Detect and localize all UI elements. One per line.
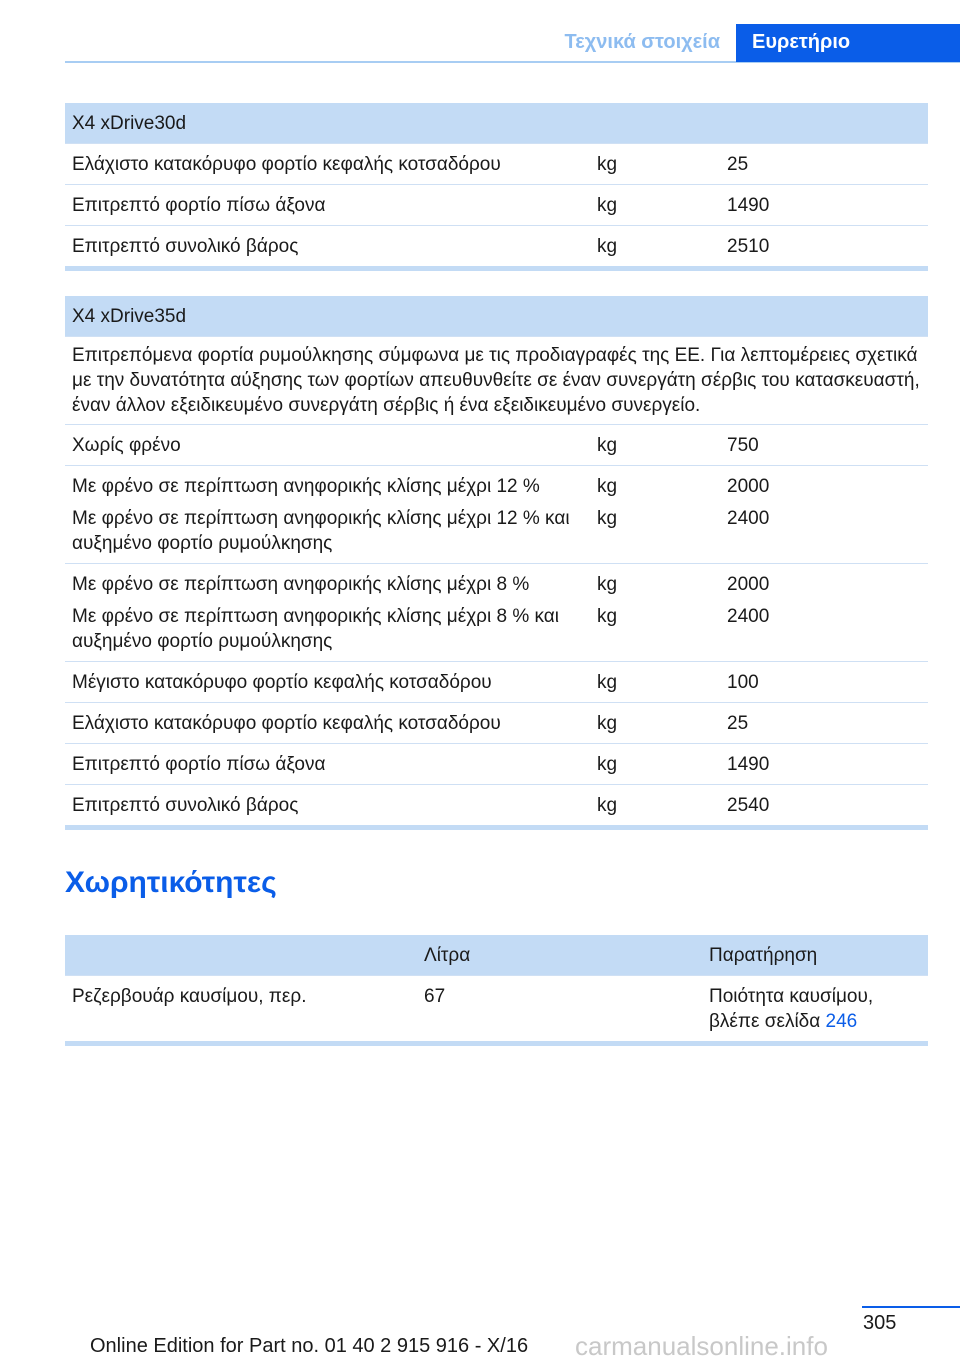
page-number-rule — [862, 1306, 960, 1308]
watermark: carmanualsonline.info — [575, 1331, 828, 1361]
header-tabs: Τεχνικά στοιχεία Ευρετήριο — [65, 24, 960, 63]
row-value: 2400 — [727, 508, 770, 529]
row-unit: kg — [590, 424, 720, 466]
page-link[interactable]: 246 — [825, 1011, 858, 1032]
row-value: 1490 — [720, 743, 928, 785]
row-label: Επιτρεπτό συνολικό βάρος — [65, 225, 590, 271]
table-row: Επιτρεπτό συνολικό βάρος kg 2540 — [65, 784, 928, 830]
table-x4-xdrive30d: X4 xDrive30d Ελάχιστο κατακόρυφο φορτίο … — [65, 103, 928, 271]
row-label: Επιτρεπτό συνολικό βάρος — [65, 784, 590, 830]
row-unit: kg — [590, 184, 720, 226]
page-number: 305 — [863, 1312, 897, 1334]
row-label: Επιτρεπτό φορτίο πίσω άξονα — [65, 743, 590, 785]
row-label: Επιτρεπτό φορτίο πίσω άξονα — [65, 184, 590, 226]
row-value: 2540 — [720, 784, 928, 830]
row-unit: kg — [597, 606, 618, 627]
table-title: X4 xDrive35d — [65, 296, 928, 337]
table-row: Μέγιστο κατακόρυφο φορτίο κεφαλής κοτσαδ… — [65, 661, 928, 703]
row-value: 1490 — [720, 184, 928, 226]
table-row: Χωρίς φρένο kg 750 — [65, 424, 928, 466]
row-label: Με φρένο σε περίπτωση ανηφορικής κλίσης … — [72, 508, 570, 554]
row-unit: kg — [597, 508, 618, 529]
row-value: 2400 — [727, 606, 770, 627]
row-label: Χωρίς φρένο — [65, 424, 590, 466]
row-value: 25 — [720, 702, 928, 744]
table-row: Ελάχιστο κατακόρυφο φορτίο κεφαλής κοτσα… — [65, 702, 928, 744]
table-x4-xdrive35d: X4 xDrive35d Επιτρεπόμενα φορτία ρυμούλκ… — [65, 296, 928, 830]
row-label: Με φρένο σε περίπτωση ανηφορικής κλίσης … — [72, 606, 559, 652]
row-label: Ελάχιστο κατακόρυφο φορτίο κεφαλής κοτσα… — [65, 702, 590, 744]
row-value: 2000 — [727, 476, 770, 497]
row-unit: kg — [590, 143, 720, 185]
row-value: 25 — [720, 143, 928, 185]
note-text: Ποιότητα καυσίμου, βλέπε σελίδα — [709, 986, 874, 1032]
table-row: Ελάχιστο κατακόρυφο φορτίο κεφαλής κοτσα… — [65, 143, 928, 185]
row-label: Ελάχιστο κατακόρυφο φορτίο κεφαλής κοτσα… — [65, 143, 590, 185]
row-note: Ποιότητα καυσίμου, βλέπε σελίδα 246 — [702, 975, 928, 1046]
table-row: Ρεζερβουάρ καυσίμου, περ. 67 Ποιότητα κα… — [65, 975, 928, 1046]
header-empty — [65, 935, 417, 976]
section-heading-capacities: Χωρητικότητες — [65, 866, 277, 899]
table-title: X4 xDrive30d — [65, 103, 928, 144]
table-row: Επιτρεπτό συνολικό βάρος kg 2510 — [65, 225, 928, 271]
tab-technical-data[interactable]: Τεχνικά στοιχεία — [564, 31, 720, 53]
row-label: Με φρένο σε περίπτωση ανηφορικής κλίσης … — [72, 574, 530, 595]
table-row: Με φρένο σε περίπτωση ανηφορικής κλίσης … — [65, 563, 928, 662]
row-label: Με φρένο σε περίπτωση ανηφορικής κλίσης … — [72, 476, 540, 497]
table-row: Με φρένο σε περίπτωση ανηφορικής κλίσης … — [65, 465, 928, 564]
row-unit: kg — [590, 225, 720, 271]
row-unit: kg — [590, 743, 720, 785]
row-value: 100 — [720, 661, 928, 703]
column-header-liters: Λίτρα — [417, 935, 702, 976]
row-value: 2000 — [727, 574, 770, 595]
table-row: Επιτρεπτό φορτίο πίσω άξονα kg 1490 — [65, 743, 928, 785]
tab-index[interactable]: Ευρετήριο — [736, 24, 960, 62]
row-unit: kg — [590, 661, 720, 703]
row-label: Ρεζερβουάρ καυσίμου, περ. — [65, 975, 417, 1046]
row-unit: kg — [590, 784, 720, 830]
table-capacities: Λίτρα Παρατήρηση Ρεζερβουάρ καυσίμου, περ… — [65, 935, 928, 1046]
row-value: 2510 — [720, 225, 928, 271]
edition-footer: Online Edition for Part no. 01 40 2 915 … — [90, 1335, 529, 1357]
row-unit: kg — [597, 574, 618, 595]
column-header-note: Παρατήρηση — [702, 935, 928, 976]
row-unit: kg — [597, 476, 618, 497]
table-note: Επιτρεπόμενα φορτία ρυμούλκησης σύμφωνα … — [65, 336, 928, 425]
table-row: Επιτρεπτό φορτίο πίσω άξονα kg 1490 — [65, 184, 928, 226]
row-value: 750 — [720, 424, 928, 466]
row-liters: 67 — [417, 975, 702, 1046]
row-label: Μέγιστο κατακόρυφο φορτίο κεφαλής κοτσαδ… — [65, 661, 590, 703]
row-unit: kg — [590, 702, 720, 744]
